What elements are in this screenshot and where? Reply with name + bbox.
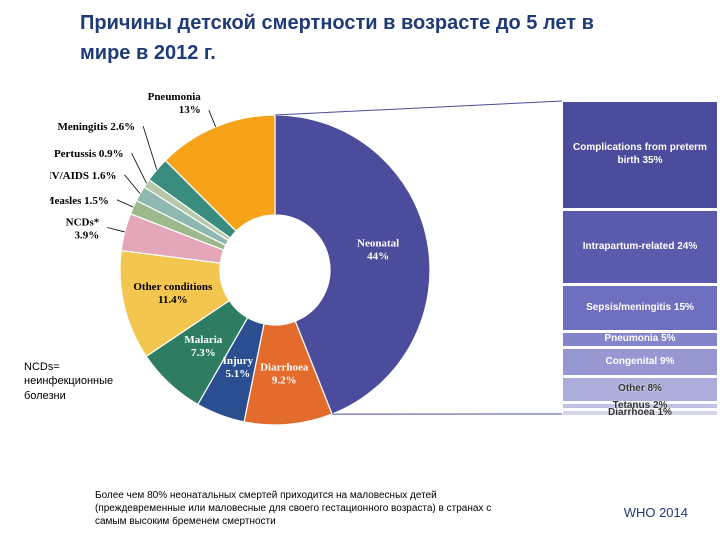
slice-label-hiv: HIV/AIDS 1.6% <box>50 170 116 182</box>
slice-label-pertussis: Pertussis 0.9% <box>54 148 124 160</box>
leader-measles <box>117 200 133 207</box>
page-title: Причины детской смертности в возрасте до… <box>80 8 640 68</box>
neonatal-bar-5: Other 8% <box>562 377 718 402</box>
neonatal-bar-4: Congenital 9% <box>562 348 718 376</box>
slice-label-measles: Measles 1.5% <box>50 195 109 207</box>
leader-ncds <box>107 228 124 232</box>
neonatal-bar-7: Diarrhoea 1% <box>562 410 718 416</box>
leader-meningitis <box>143 126 157 170</box>
connector-top <box>275 101 562 115</box>
source-label: WHO 2014 <box>624 505 688 520</box>
neonatal-bar-2: Sepsis/meningitis 15% <box>562 285 718 331</box>
slice-label-injury: Injury5.1% <box>223 355 254 380</box>
leader-pertussis <box>132 153 147 183</box>
slice-label-pneumonia: Pneumonia13% <box>148 91 202 116</box>
neonatal-bar-1: Intrapartum-related 24% <box>562 210 718 284</box>
neonatal-bar-3: Pneumonia 5% <box>562 332 718 347</box>
leader-pneumonia <box>209 110 216 127</box>
slice-label-meningitis: Meningitis 2.6% <box>57 121 135 133</box>
neonatal-bar-0: Complications from preterm birth 35% <box>562 101 718 209</box>
slice-label-ncds: NCDs*3.9% <box>66 217 100 242</box>
leader-hiv <box>124 175 140 194</box>
